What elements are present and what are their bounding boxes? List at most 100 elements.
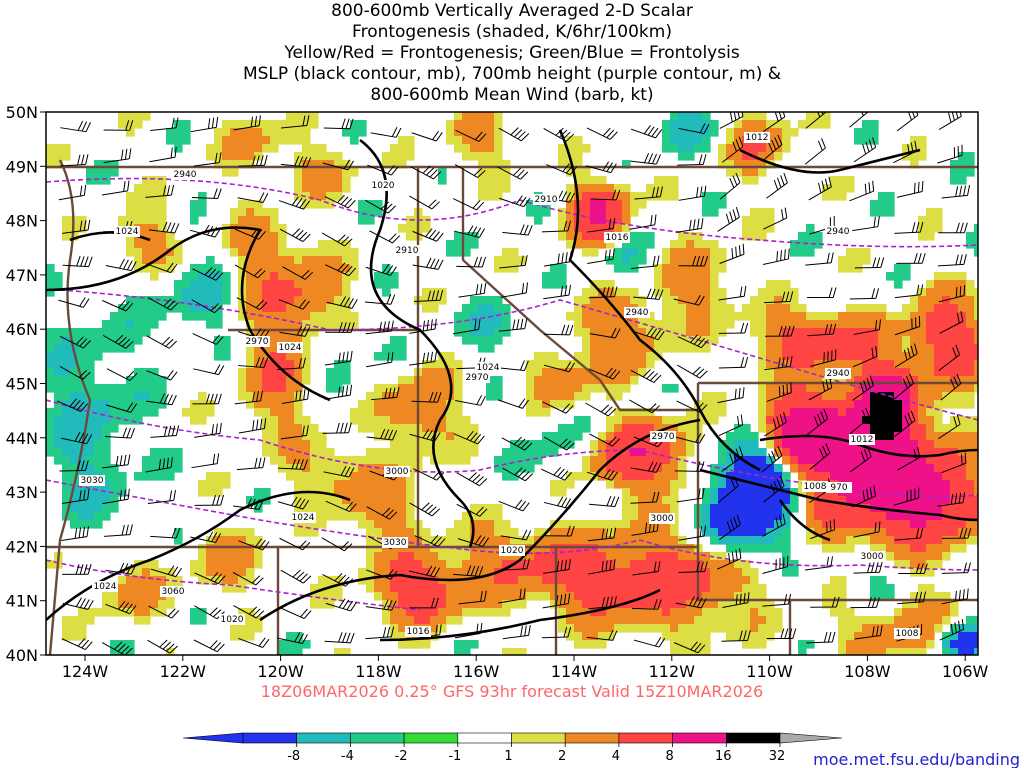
shade-cell xyxy=(718,264,727,273)
shade-cell xyxy=(918,344,927,353)
shade-cell xyxy=(526,536,535,545)
shade-cell xyxy=(582,536,591,545)
shade-cell xyxy=(662,464,671,473)
shade-cell xyxy=(46,328,55,337)
shade-cell xyxy=(494,160,503,169)
shade-cell xyxy=(622,472,631,481)
shade-cell xyxy=(854,472,863,481)
shade-cell xyxy=(862,256,871,265)
shade-cell xyxy=(278,336,287,345)
shade-cell xyxy=(934,384,943,393)
shade-cell xyxy=(726,440,735,449)
shade-cell xyxy=(774,280,783,289)
shade-cell xyxy=(606,328,615,337)
height-label: 2970 xyxy=(652,432,675,442)
shade-cell xyxy=(894,312,903,321)
shade-cell xyxy=(246,296,255,305)
shade-cell xyxy=(470,560,479,569)
shade-cell xyxy=(918,600,927,609)
shade-cell xyxy=(502,176,511,185)
shade-cell xyxy=(278,440,287,449)
wind-barb xyxy=(408,565,441,578)
shade-cell xyxy=(470,536,479,545)
shade-cell xyxy=(446,408,455,417)
shade-cell xyxy=(662,416,671,425)
shade-cell xyxy=(526,360,535,369)
shade-cell xyxy=(950,296,959,305)
shade-cell xyxy=(462,528,471,537)
shade-cell xyxy=(902,640,911,649)
shade-cell xyxy=(942,456,951,465)
shade-cell xyxy=(886,456,895,465)
shade-cell xyxy=(630,256,639,265)
wind-barb xyxy=(414,289,444,303)
shade-cell xyxy=(590,528,599,537)
shade-cell xyxy=(414,600,423,609)
shade-cell xyxy=(198,200,207,209)
shade-cell xyxy=(582,192,591,201)
shade-cell xyxy=(934,616,943,625)
shade-cell xyxy=(62,448,71,457)
shade-cell xyxy=(590,288,599,297)
shade-cell xyxy=(110,312,119,321)
shade-cell xyxy=(454,528,463,537)
shade-cell xyxy=(270,264,279,273)
wind-barb xyxy=(941,562,972,574)
shade-cell xyxy=(494,576,503,585)
credit-url[interactable]: moe.met.fsu.edu/banding xyxy=(813,750,1020,768)
shade-cell xyxy=(222,544,231,553)
wind-barb xyxy=(104,427,135,439)
shade-cell xyxy=(926,408,935,417)
shade-cell xyxy=(566,136,575,145)
shade-cell xyxy=(382,424,391,433)
shade-cell xyxy=(582,384,591,393)
shade-cell xyxy=(838,616,847,625)
shade-cell xyxy=(206,152,215,161)
shade-cell xyxy=(934,552,943,561)
shade-cell xyxy=(62,336,71,345)
shade-cell xyxy=(630,320,639,329)
shade-cell xyxy=(582,568,591,577)
mslp-contour xyxy=(759,434,978,458)
shade-cell xyxy=(398,600,407,609)
shade-cell xyxy=(246,272,255,281)
shade-cell xyxy=(894,552,903,561)
shade-cell xyxy=(510,472,519,481)
shade-cell xyxy=(454,536,463,545)
shade-cell xyxy=(366,480,375,489)
shade-cell xyxy=(310,424,319,433)
wind-barb xyxy=(629,399,660,414)
shade-cell xyxy=(286,376,295,385)
shade-cell xyxy=(622,592,631,601)
shade-cell xyxy=(134,392,143,401)
shade-cell xyxy=(646,576,655,585)
shade-cell xyxy=(94,504,103,513)
shade-cell xyxy=(390,448,399,457)
shade-cell xyxy=(918,320,927,329)
shade-cell xyxy=(878,392,887,401)
height-label-bg xyxy=(650,431,676,442)
shade-cell xyxy=(710,264,719,273)
shade-cell xyxy=(486,120,495,129)
shade-cell xyxy=(206,272,215,281)
shade-cell xyxy=(574,584,583,593)
shade-cell xyxy=(950,608,959,617)
shade-cell xyxy=(430,616,439,625)
shade-cell xyxy=(350,504,359,513)
shade-cell xyxy=(766,144,775,153)
shade-cell xyxy=(606,192,615,201)
shade-cell xyxy=(894,496,903,505)
shade-cell xyxy=(926,320,935,329)
shade-cell xyxy=(654,280,663,289)
shade-cell xyxy=(46,408,55,417)
shade-cell xyxy=(406,456,415,465)
shade-cell xyxy=(878,344,887,353)
shade-cell xyxy=(366,424,375,433)
shade-cell xyxy=(142,616,151,625)
shade-cell xyxy=(606,536,615,545)
shade-cell xyxy=(886,200,895,209)
shade-cell xyxy=(262,352,271,361)
shade-cell xyxy=(350,496,359,505)
shade-cell xyxy=(926,304,935,313)
shade-cell xyxy=(718,616,727,625)
